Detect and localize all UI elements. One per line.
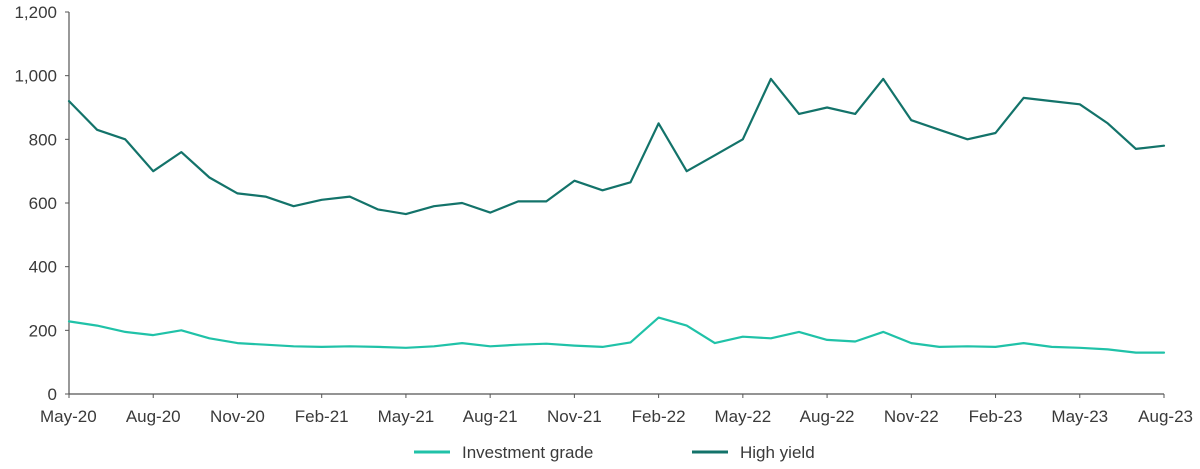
legend-label-investment-grade: Investment grade [462, 443, 593, 462]
y-axis-ticks: 0 200 400 600 800 1,000 1,200 [14, 3, 69, 404]
x-tick-label: Feb-23 [969, 407, 1023, 426]
y-tick-label: 800 [29, 130, 57, 149]
y-tick-label: 200 [29, 321, 57, 340]
x-tick-label: Feb-21 [295, 407, 349, 426]
x-tick-label: Aug-20 [126, 407, 181, 426]
series-line-investment-grade [67, 316, 1166, 354]
x-tick-label: May-23 [1051, 407, 1108, 426]
x-tick-label: May-20 [40, 407, 97, 426]
x-tick-label: Aug-23 [1138, 407, 1193, 426]
legend: Investment grade High yield [414, 443, 815, 462]
x-tick-label: Nov-20 [210, 407, 265, 426]
legend-label-high-yield: High yield [740, 443, 815, 462]
y-tick-label: 0 [48, 385, 57, 404]
x-tick-label: Feb-22 [632, 407, 686, 426]
x-tick-label: Aug-21 [463, 407, 518, 426]
x-tick-label: May-22 [715, 407, 772, 426]
x-tick-label: Nov-22 [884, 407, 939, 426]
x-axis-ticks: May-20 Aug-20 Nov-20 Feb-21 May-21 Aug-21 Nov-… [40, 394, 1193, 426]
y-tick-label: 400 [29, 258, 57, 277]
series-layer [67, 77, 1166, 354]
y-tick-label: 1,000 [14, 67, 57, 86]
series-line-high-yield [67, 77, 1166, 216]
y-tick-label: 1,200 [14, 3, 57, 22]
y-tick-label: 600 [29, 194, 57, 213]
x-tick-label: Aug-22 [800, 407, 855, 426]
x-tick-label: May-21 [378, 407, 435, 426]
x-tick-label: Nov-21 [547, 407, 602, 426]
